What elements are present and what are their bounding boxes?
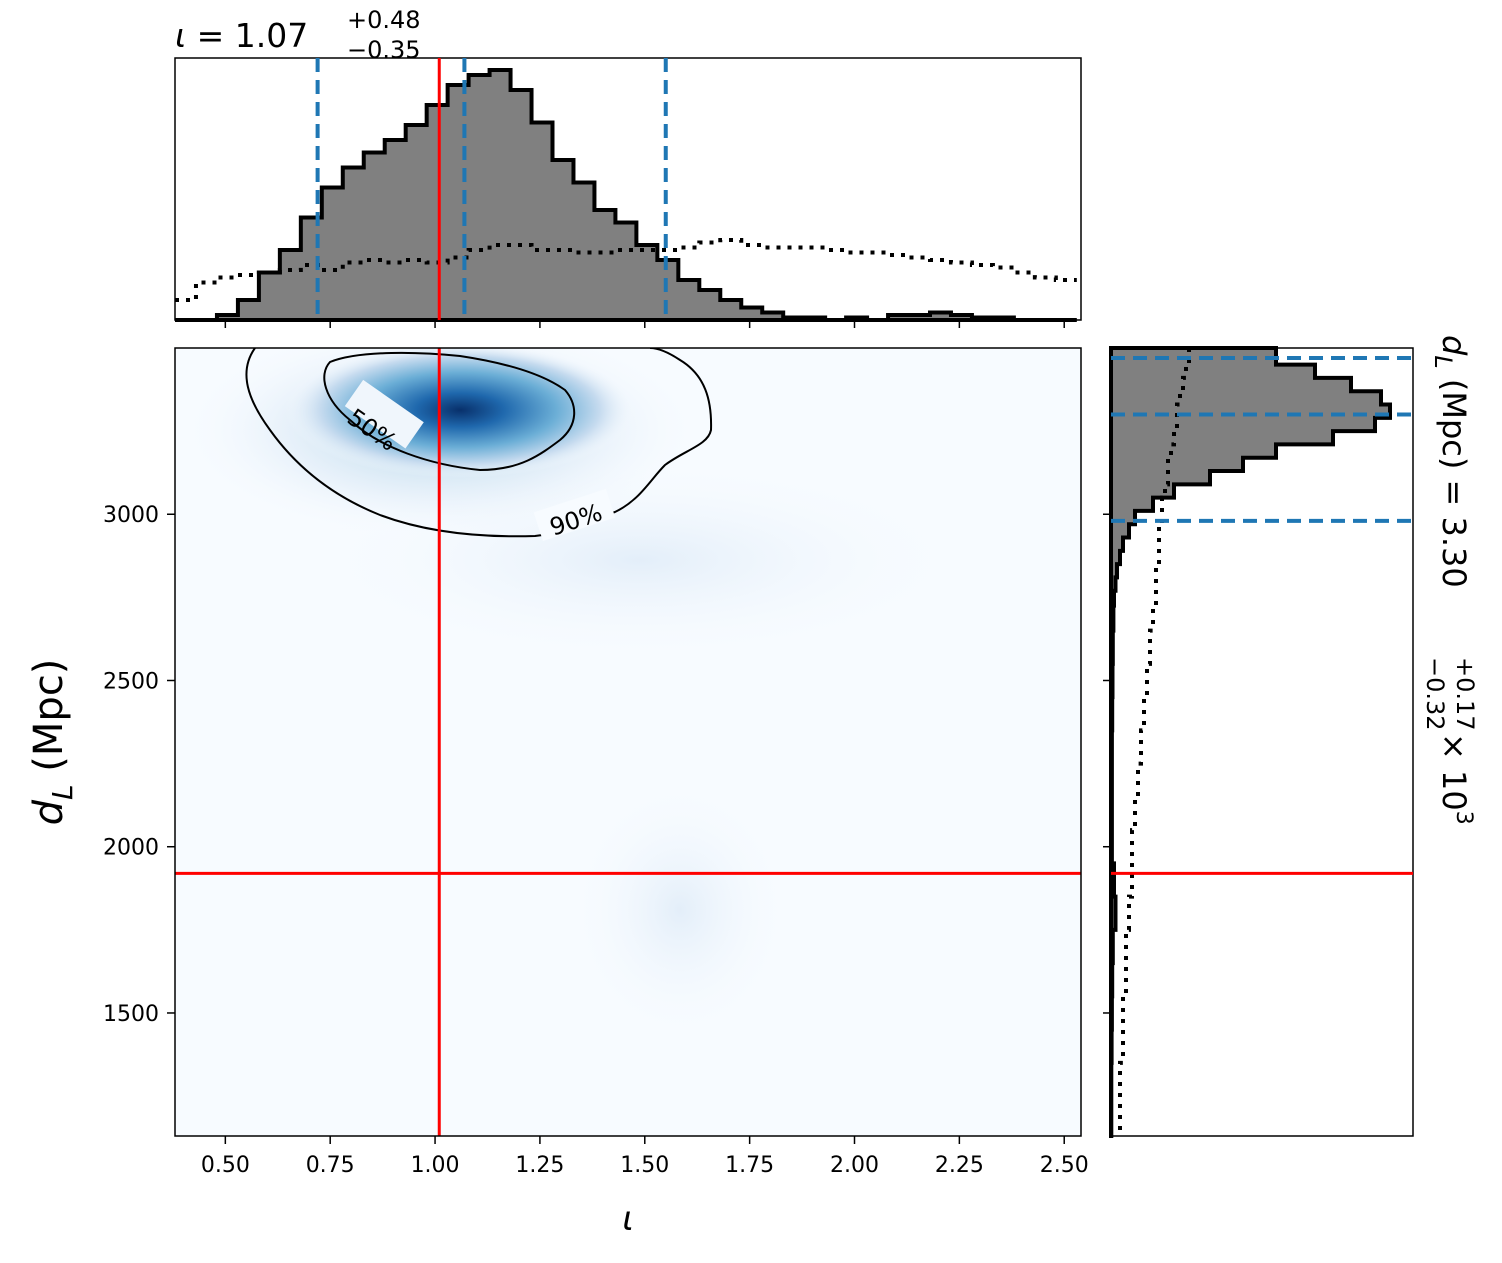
dL-prior-histogram bbox=[1118, 348, 1191, 1136]
y-tick-label-3: 1500 bbox=[103, 1002, 159, 1027]
x-tick-label-3: 1.25 bbox=[515, 1153, 564, 1178]
iota-posterior-histogram bbox=[175, 68, 1077, 322]
iota-histogram-panel bbox=[174, 57, 1082, 328]
dL-posterior-histogram bbox=[1109, 346, 1392, 1138]
x-tick-label-1: 0.75 bbox=[306, 1153, 355, 1178]
dL-histogram-panel bbox=[1103, 346, 1414, 1138]
y-tick-label-0: 3000 bbox=[103, 503, 159, 528]
joint-density-frame bbox=[174, 347, 1082, 1137]
x-tick-label-2: 1.00 bbox=[411, 1153, 460, 1178]
joint-density-panel: 50% 90% 0.50 0.75 1.00 1.25 1.50 1.75 2.00 2.25… bbox=[103, 347, 1089, 1178]
svg-text:× 103: × 103 bbox=[1435, 733, 1476, 825]
dL-title-minus: −0.32 bbox=[1421, 657, 1449, 731]
density-faint-lobe bbox=[570, 780, 790, 1040]
x-tick-label-5: 1.75 bbox=[725, 1153, 774, 1178]
y-axis-label: dL (Mpc) bbox=[26, 659, 79, 826]
contour-90-label-bg bbox=[533, 488, 616, 541]
x-tick-label-7: 2.25 bbox=[935, 1153, 984, 1178]
contour-50-label-bg bbox=[344, 379, 424, 449]
y-tick-label-1: 2500 bbox=[103, 669, 159, 694]
density-core bbox=[285, 348, 635, 478]
x-tick-label-8: 2.50 bbox=[1040, 1153, 1089, 1178]
iota-title-plus: +0.48 bbox=[347, 6, 421, 34]
svg-text:dL (Mpc) = 3.30: dL (Mpc) = 3.30 bbox=[1429, 335, 1473, 588]
x-tick-label-0: 0.50 bbox=[201, 1153, 250, 1178]
x-tick-label-6: 2.00 bbox=[830, 1153, 879, 1178]
iota-title: ι = 1.07 bbox=[175, 16, 308, 55]
y-tick-label-2: 2000 bbox=[103, 836, 159, 861]
contour-50 bbox=[323, 351, 576, 472]
x-tick-label-4: 1.50 bbox=[620, 1153, 669, 1178]
dL-title: dL (Mpc) = 3.30 +0.17 −0.32 × 103 bbox=[1421, 335, 1479, 825]
dL-title-plus: +0.17 bbox=[1451, 657, 1479, 731]
x-axis-label: ι bbox=[622, 1199, 634, 1239]
